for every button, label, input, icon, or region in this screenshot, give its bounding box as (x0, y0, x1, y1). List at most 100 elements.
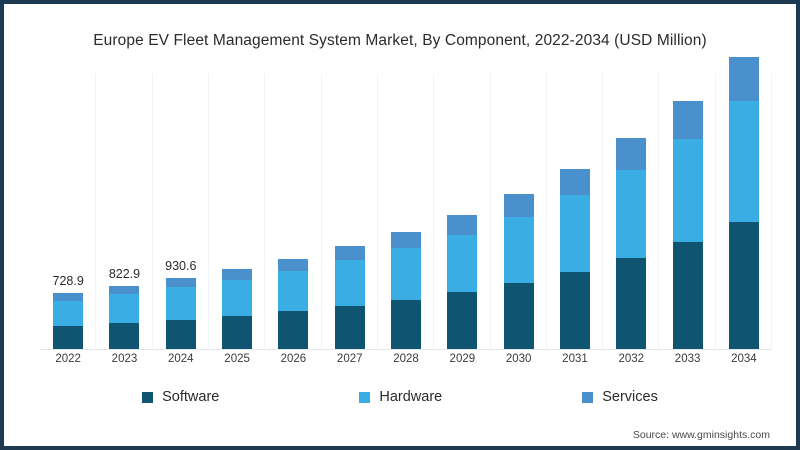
x-tick-2029: 2029 (449, 353, 476, 365)
category-2026 (265, 74, 322, 349)
bar-segment-services[interactable] (222, 269, 253, 281)
bar-segment-services[interactable] (503, 194, 534, 217)
bar-segment-software[interactable] (728, 222, 759, 349)
stacked-bar[interactable]: 728.9 (53, 274, 84, 349)
bar-segment-hardware[interactable] (391, 248, 422, 300)
bar-segment-software[interactable] (222, 316, 253, 349)
stacked-bar[interactable] (334, 246, 365, 349)
bar-segment-services[interactable] (447, 215, 478, 235)
stacked-bar[interactable] (391, 231, 422, 349)
bar-segment-software[interactable] (616, 258, 647, 349)
stacked-bar[interactable] (672, 100, 703, 349)
bar-segment-services[interactable] (672, 100, 703, 139)
category-2027 (322, 74, 378, 349)
bar-segment-software[interactable] (503, 283, 534, 349)
legend-label: Services (602, 389, 658, 405)
source-attribution: Source: www.gminsights.com (632, 429, 770, 441)
bar-segment-hardware[interactable] (672, 138, 703, 242)
bar-segment-services[interactable] (616, 137, 647, 170)
x-tick-2034: 2034 (731, 353, 757, 365)
x-tick-2028: 2028 (393, 353, 419, 365)
category-separator (545, 74, 547, 349)
bar-segment-hardware[interactable] (53, 300, 84, 327)
bar-segment-software[interactable] (447, 292, 478, 349)
legend-label: Hardware (379, 389, 443, 405)
category-separator (489, 74, 491, 349)
category-separator (264, 74, 266, 349)
category-2029 (434, 74, 491, 349)
bar-segment-software[interactable] (109, 323, 140, 349)
legend-swatch-hardware-icon (359, 391, 371, 403)
category-separator (771, 74, 773, 349)
x-tick-2027: 2027 (336, 353, 363, 365)
bar-segment-hardware[interactable] (334, 260, 365, 306)
bar-segment-services[interactable] (559, 168, 590, 196)
bar-segment-software[interactable] (334, 305, 365, 349)
bar-segment-software[interactable] (53, 326, 84, 349)
bar-segment-hardware[interactable] (278, 271, 309, 312)
bar-segment-services[interactable] (53, 293, 84, 301)
bar-data-label: 822.9 (108, 267, 141, 282)
category-separator (95, 74, 97, 349)
category-2025 (209, 74, 266, 349)
x-tick-2024: 2024 (167, 353, 194, 365)
stacked-bar[interactable] (503, 194, 534, 349)
bar-segment-hardware[interactable] (503, 217, 534, 283)
bar-segment-hardware[interactable] (165, 287, 196, 320)
stacked-bar[interactable] (728, 56, 759, 349)
legend-item-software[interactable]: Software (142, 389, 219, 405)
bar-segment-services[interactable] (728, 56, 759, 102)
category-separator (151, 74, 153, 349)
bar-segment-services[interactable] (165, 277, 196, 288)
legend-item-hardware[interactable]: Hardware (359, 389, 442, 405)
category-2030 (491, 74, 547, 349)
x-tick-2033: 2033 (674, 353, 701, 365)
category-separator (602, 74, 604, 349)
bar-data-label: 728.9 (52, 274, 84, 289)
legend-item-services[interactable]: Services (582, 389, 658, 405)
bar-segment-software[interactable] (165, 319, 196, 349)
bar-segment-software[interactable] (559, 271, 590, 349)
category-separator (376, 74, 378, 349)
category-2032 (603, 74, 660, 349)
x-tick-2023: 2023 (111, 353, 138, 365)
x-tick-2031: 2031 (562, 353, 588, 365)
x-axis-ticks: 2022 2023 2024 2025 2026 2027 2028 2029 2030 2031… (40, 353, 772, 365)
category-2024: 930.6 (153, 74, 209, 349)
stacked-bar[interactable]: 822.9 (109, 267, 140, 349)
category-separator (433, 74, 435, 349)
category-2033 (659, 74, 716, 349)
bar-segment-software[interactable] (278, 311, 309, 349)
bar-segment-hardware[interactable] (222, 280, 253, 316)
stacked-bar[interactable]: 930.6 (165, 259, 196, 349)
stacked-bar[interactable] (278, 258, 309, 349)
bar-segment-hardware[interactable] (728, 101, 759, 223)
page-title: Europe EV Fleet Management System Market… (93, 32, 707, 49)
bar-segment-services[interactable] (109, 286, 140, 295)
bar-segment-hardware[interactable] (447, 234, 478, 293)
category-separator (320, 74, 322, 349)
bar-segment-services[interactable] (391, 231, 422, 249)
x-tick-2025: 2025 (224, 353, 250, 365)
stacked-bar[interactable] (222, 269, 253, 349)
category-separator (714, 74, 716, 349)
bar-segment-hardware[interactable] (559, 195, 590, 272)
x-tick-2032: 2032 (618, 353, 645, 365)
legend-swatch-software-icon (142, 391, 154, 403)
category-2022: 728.9 (40, 74, 97, 349)
category-separator (658, 74, 660, 349)
stacked-bar[interactable] (616, 137, 647, 349)
chart-legend: Software Hardware Services (4, 389, 796, 405)
bar-segment-hardware[interactable] (109, 294, 140, 324)
stacked-bar[interactable] (447, 215, 478, 349)
bar-segment-hardware[interactable] (616, 169, 647, 259)
bar-segment-services[interactable] (278, 258, 309, 272)
bar-segment-software[interactable] (391, 299, 422, 349)
bar-segment-software[interactable] (672, 241, 703, 349)
stacked-bar[interactable] (559, 168, 590, 349)
legend-label: Software (162, 389, 220, 405)
x-tick-2026: 2026 (280, 353, 307, 365)
x-tick-2022: 2022 (55, 353, 81, 365)
bar-segment-services[interactable] (334, 246, 365, 261)
